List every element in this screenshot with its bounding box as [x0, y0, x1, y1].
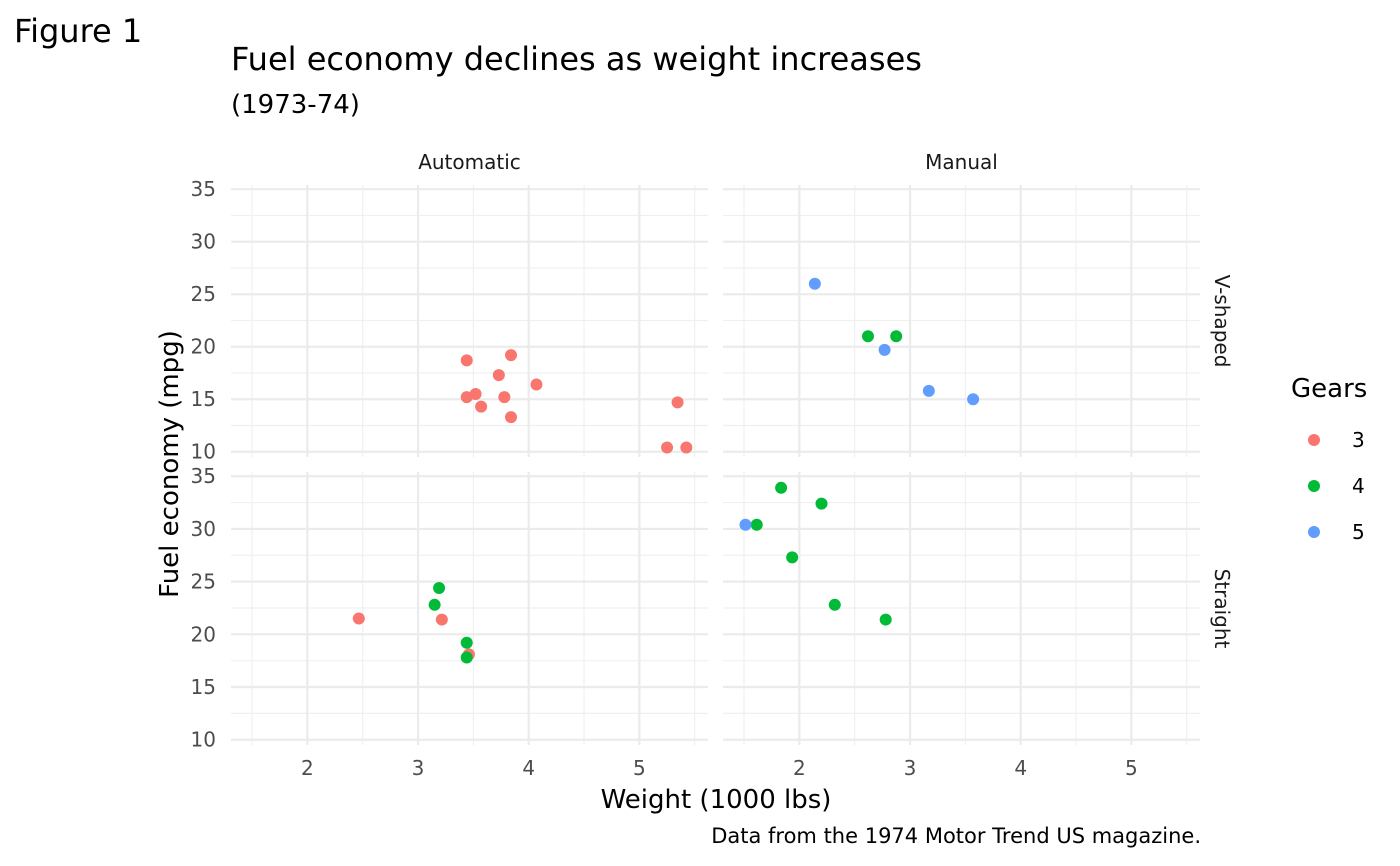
legend-title: Gears: [1291, 374, 1367, 404]
legend-label-gear-5: 5: [1352, 520, 1365, 544]
figure-label: Figure 1: [14, 12, 143, 50]
data-point-gear-4: [879, 613, 892, 626]
facet-grid-automatic-straight: [231, 472, 708, 745]
data-point-gear-3: [530, 378, 543, 391]
y-tick-label: 20: [191, 335, 216, 359]
data-point-gear-4: [786, 551, 799, 564]
y-tick-label: 15: [191, 675, 216, 699]
data-point-gear-5: [922, 384, 935, 397]
data-point-gear-4: [861, 330, 874, 343]
y-tick-label: 10: [191, 440, 216, 464]
data-point-gear-3: [475, 400, 488, 413]
y-tick-label: 35: [191, 177, 216, 201]
data-point-gear-4: [460, 651, 473, 664]
legend-label-gear-4: 4: [1352, 474, 1365, 498]
x-tick-label: 4: [1014, 756, 1027, 780]
chart-subtitle: (1973-74): [231, 90, 360, 120]
data-point-gear-3: [435, 613, 448, 626]
point-layer: [352, 277, 980, 664]
y-tick-label: 30: [191, 517, 216, 541]
data-point-gear-4: [750, 518, 763, 531]
facet-label-straight: Straight: [1210, 569, 1234, 649]
data-point-gear-5: [808, 277, 821, 290]
data-point-gear-3: [505, 411, 518, 424]
y-tick-label: 15: [191, 387, 216, 411]
data-point-gear-3: [352, 612, 365, 625]
data-point-gear-4: [815, 497, 828, 510]
y-tick-label: 35: [191, 464, 216, 488]
x-tick-label: 5: [1125, 756, 1138, 780]
data-point-gear-5: [878, 343, 891, 356]
legend: Gears 3 4 5: [1291, 374, 1367, 544]
data-point-gear-3: [671, 396, 684, 409]
data-point-gear-4: [433, 581, 446, 594]
y-tick-label: 20: [191, 622, 216, 646]
x-tick-label: 3: [412, 756, 425, 780]
legend-label-gear-3: 3: [1352, 428, 1365, 452]
facet-label-automatic: Automatic: [418, 150, 521, 174]
facet-label-v-shaped: V-shaped: [1210, 275, 1234, 368]
chart-title: Fuel economy declines as weight increase…: [231, 40, 922, 78]
y-tick-label: 10: [191, 728, 216, 752]
data-point-gear-4: [460, 636, 473, 649]
x-tick-label: 5: [633, 756, 646, 780]
legend-key-gear-5: [1308, 526, 1320, 538]
data-point-gear-3: [460, 391, 473, 404]
y-tick-label: 25: [191, 570, 216, 594]
x-tick-label: 3: [904, 756, 917, 780]
facet-grid-manual-v-shaped: [723, 185, 1200, 457]
data-point-gear-3: [505, 349, 518, 362]
data-point-gear-4: [828, 598, 841, 611]
facet-grid-manual-straight: [723, 472, 1200, 745]
x-tick-label: 4: [522, 756, 535, 780]
x-axis-title: Weight (1000 lbs): [601, 785, 832, 815]
data-point-gear-5: [967, 393, 980, 406]
y-tick-label: 30: [191, 230, 216, 254]
legend-key-gear-3: [1308, 434, 1320, 446]
facet-label-manual: Manual: [925, 150, 998, 174]
x-tick-label: 2: [793, 756, 806, 780]
data-point-gear-3: [498, 391, 511, 404]
data-point-gear-3: [492, 369, 505, 382]
data-point-gear-4: [428, 598, 441, 611]
data-point-gear-3: [680, 441, 693, 454]
data-point-gear-3: [460, 354, 473, 367]
data-point-gear-5: [739, 518, 752, 531]
legend-key-gear-4: [1308, 480, 1320, 492]
y-tick-label: 25: [191, 282, 216, 306]
data-point-gear-3: [661, 441, 674, 454]
x-tick-label: 2: [301, 756, 314, 780]
grid-layer: [231, 185, 1200, 745]
y-axis-title: Fuel economy (mpg): [155, 330, 185, 598]
chart-caption: Data from the 1974 Motor Trend US magazi…: [711, 824, 1201, 848]
facet-grid-automatic-v-shaped: [231, 185, 708, 457]
data-point-gear-4: [775, 481, 788, 494]
data-point-gear-4: [890, 330, 903, 343]
